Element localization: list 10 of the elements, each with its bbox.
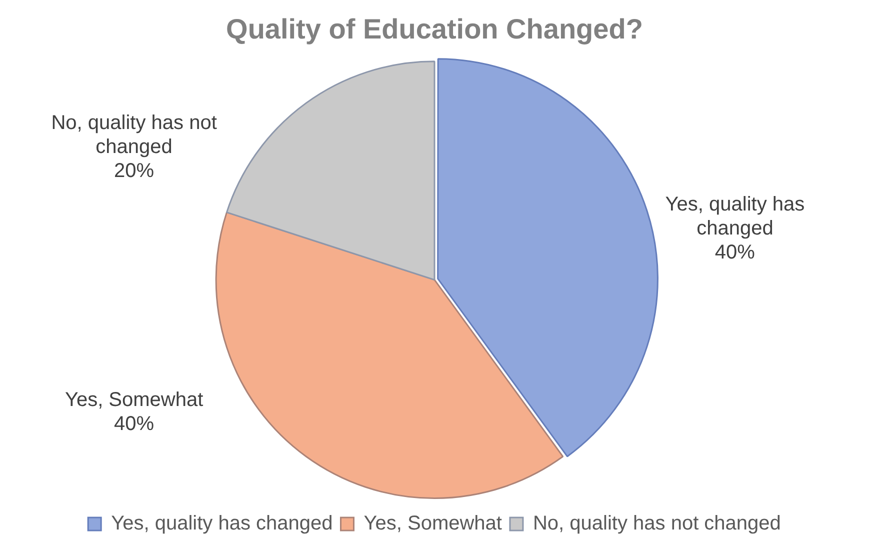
legend-label: Yes, quality has changed (111, 512, 333, 535)
slice-label: No, quality has not changed (51, 112, 218, 158)
legend-label: No, quality has not changed (532, 512, 781, 535)
slice-label: Yes, Somewhat (64, 388, 204, 411)
legend-label: Yes, Somewhat (364, 512, 502, 535)
data-label: 40% (114, 412, 154, 435)
data-label: 20% (114, 160, 154, 182)
chart-title: Quality of Education Changed? (226, 14, 643, 45)
slice-label: Yes, quality has changed (665, 194, 805, 240)
data-label: 40% (714, 242, 756, 264)
